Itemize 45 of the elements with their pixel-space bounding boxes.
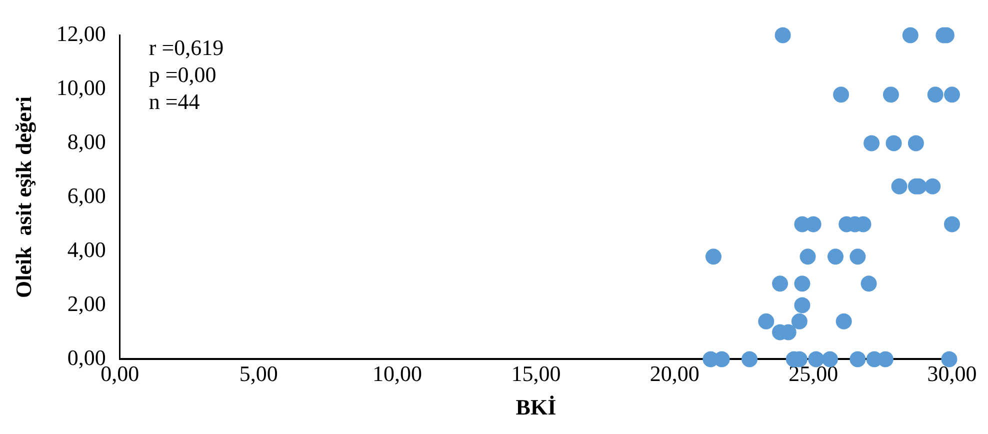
point <box>833 86 850 103</box>
point <box>772 276 788 292</box>
y-tick-label: 2,00 <box>67 290 106 316</box>
y-axis-title: Oleik asit eşik değeri <box>10 96 36 298</box>
point <box>944 86 960 103</box>
x-tick-label: 10,00 <box>372 361 422 386</box>
point <box>864 135 880 152</box>
point <box>908 135 924 152</box>
annotation: n =44 <box>148 88 200 114</box>
point <box>808 351 824 368</box>
x-tick-label: 15,00 <box>511 361 561 386</box>
point <box>850 248 866 265</box>
point <box>828 248 844 265</box>
x-tick-label: 5,00 <box>239 361 278 386</box>
point <box>886 135 902 152</box>
annotation: r =0,619 <box>148 34 224 60</box>
point <box>791 313 808 330</box>
point <box>944 216 960 232</box>
point <box>800 248 816 265</box>
point <box>941 351 958 368</box>
x-tick-label: 25,00 <box>788 361 838 386</box>
point <box>742 351 758 368</box>
y-tick-label: 6,00 <box>67 182 106 208</box>
y-tick-label: 4,00 <box>67 236 106 262</box>
x-tick-label: 20,00 <box>650 361 700 386</box>
annotation: p =0,00 <box>148 62 216 87</box>
point <box>705 248 722 265</box>
point <box>794 276 810 292</box>
point <box>891 178 908 194</box>
point <box>902 27 918 44</box>
point <box>822 351 838 368</box>
point <box>882 86 899 103</box>
y-tick-label: 10,00 <box>56 74 106 100</box>
point <box>836 313 852 330</box>
point <box>927 86 944 103</box>
point <box>774 27 791 44</box>
point <box>850 351 866 368</box>
point <box>794 297 810 314</box>
point <box>758 313 774 330</box>
y-tick-label: 8,00 <box>67 128 106 154</box>
x-axis-title: BKİ <box>516 394 556 420</box>
y-tick-label: 12,00 <box>56 20 106 46</box>
x-tick-label: 30,00 <box>927 361 977 386</box>
point <box>860 276 877 292</box>
point <box>924 178 941 194</box>
